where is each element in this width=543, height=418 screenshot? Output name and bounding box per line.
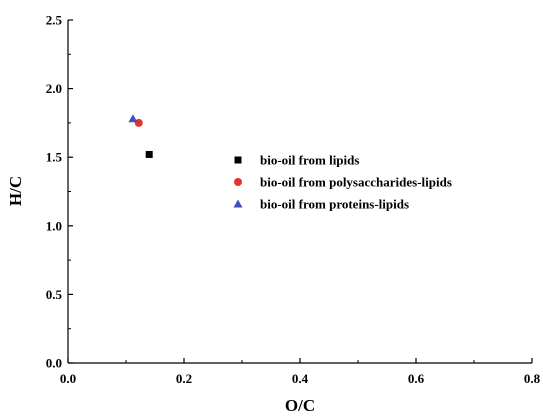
y-tick-label: 1.0 xyxy=(46,218,62,233)
data-point-square xyxy=(145,150,153,158)
legend-label: bio-oil from lipids xyxy=(260,153,359,168)
legend: bio-oil from lipids bio-oil from polysacc… xyxy=(233,153,452,212)
y-tick-label: 2.0 xyxy=(46,81,62,96)
data-points xyxy=(128,114,153,158)
x-tick-label: 0.0 xyxy=(60,371,76,386)
y-tick-label: 2.5 xyxy=(46,13,63,28)
legend-label: bio-oil from polysaccharides-lipids xyxy=(260,175,452,190)
data-point-circle xyxy=(134,118,143,127)
legend-marker-triangle xyxy=(233,199,243,208)
y-axis-title: H/C xyxy=(6,176,25,206)
x-axis-title: O/C xyxy=(285,396,315,415)
axes xyxy=(67,20,532,364)
y-tick-label: 0.0 xyxy=(46,356,62,371)
x-tick-label: 0.8 xyxy=(524,371,541,386)
legend-label: bio-oil from proteins-lipids xyxy=(260,197,409,212)
x-ticks: 0.0 0.2 0.4 0.6 0.8 xyxy=(60,358,541,386)
y-tick-label: 1.5 xyxy=(46,150,63,165)
x-tick-label: 0.2 xyxy=(176,371,192,386)
y-ticks: 0.0 0.5 1.0 1.5 2.0 2.5 xyxy=(46,13,73,371)
legend-marker-circle xyxy=(234,178,242,186)
x-tick-label: 0.6 xyxy=(408,371,425,386)
legend-marker-square xyxy=(234,156,242,164)
y-tick-label: 0.5 xyxy=(46,287,63,302)
x-tick-label: 0.4 xyxy=(292,371,309,386)
data-point-triangle xyxy=(128,114,138,123)
